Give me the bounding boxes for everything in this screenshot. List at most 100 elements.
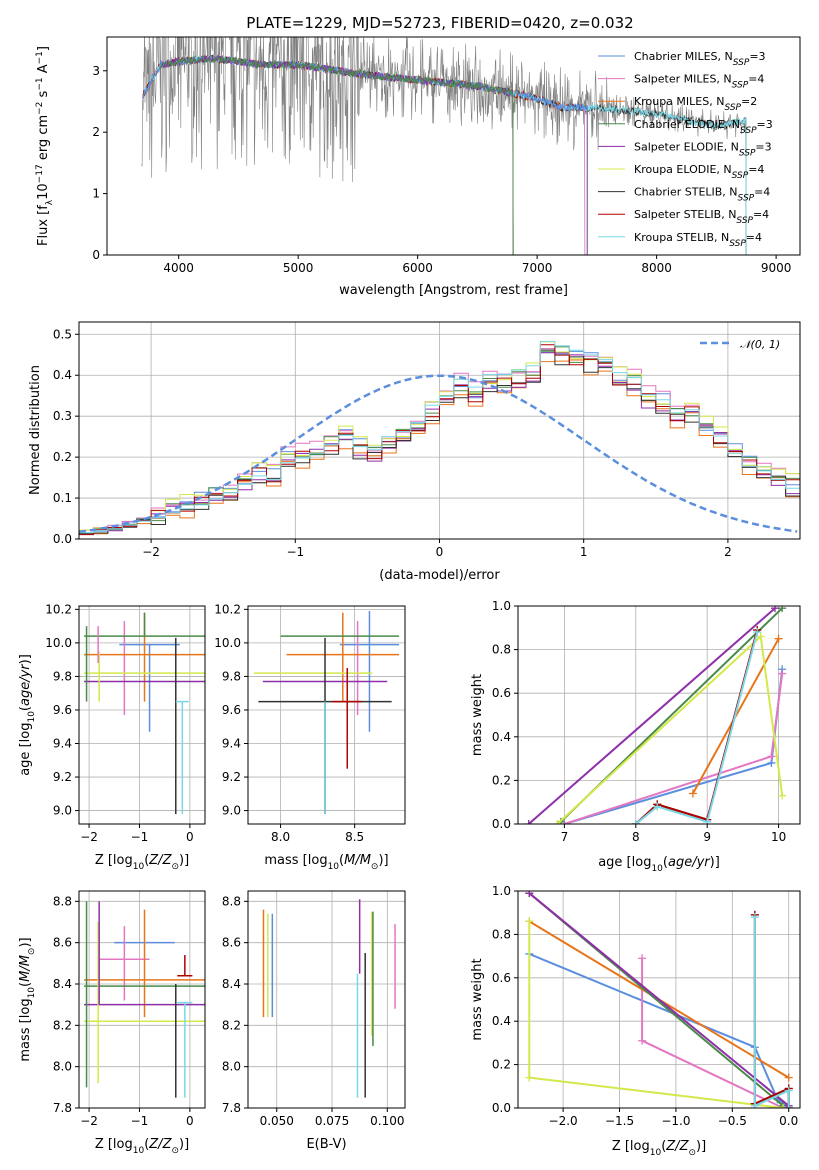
x-tick-label: −0.5 [718, 1114, 747, 1128]
y-tick-label: 0.3 [53, 409, 72, 423]
y-tick-label: 10.2 [45, 602, 72, 616]
histogram-salpeter-elodie [79, 352, 800, 535]
y-tick-label: 10.0 [214, 636, 241, 650]
residual-histogram-panel-plot-area [79, 322, 800, 539]
weight-line-salpeter-elodie [528, 892, 790, 1107]
weight-line-chabrier-miles [528, 952, 790, 1108]
age-vs-Z-panel-plot-area [79, 606, 205, 824]
histogram-kroupa-elodie [79, 341, 800, 531]
y-tick-label: 9.6 [222, 703, 241, 717]
y-tick-label: 0.4 [492, 730, 511, 744]
weight-marker-kroupa-elodie [525, 917, 534, 926]
y-tick-label: 0 [92, 248, 100, 262]
weight-marker-salpeter-miles [638, 954, 647, 963]
y-tick-label: 9.4 [53, 737, 72, 751]
weight-marker-kroupa-stelib [753, 628, 762, 637]
spectrum-panel-plot-area [141, 37, 747, 255]
x-tick-label: 0.075 [315, 1114, 349, 1128]
weight-line-chabrier-stelib [753, 914, 790, 1108]
x-tick-label: 7000 [522, 261, 553, 275]
x-tick-label: 0.0 [779, 1114, 798, 1128]
x-tick-label: −1 [131, 830, 149, 844]
mass-vs-Z-panel-plot-area [79, 891, 205, 1108]
y-tick-label: 8.0 [53, 1060, 72, 1074]
age-vs-mass-panel-x-axis-label: mass [log10(M/M⊙)] [264, 853, 388, 872]
x-tick-label: 0 [186, 830, 194, 844]
weight-marker-salpeter-miles [767, 752, 776, 761]
x-tick-label: 9000 [761, 261, 792, 275]
y-tick-label: 0.6 [492, 971, 511, 985]
y-tick-label: 8.8 [53, 894, 72, 908]
legend-label-salpeter-stelib: Salpeter STELIB, NSSP=4 [634, 208, 769, 226]
y-tick-label: 8.4 [53, 977, 72, 991]
y-tick-label: 8.2 [53, 1018, 72, 1032]
age-vs-mass-panel: 8.0 8.5 9.0 9.2 9.4 9.6 9.8 10.0 10.2 mass [log10… [214, 602, 406, 872]
x-tick-label: −1.5 [605, 1114, 634, 1128]
mass-weight-vs-age-panel-plot-area [518, 606, 800, 824]
y-tick-label: 9.4 [222, 737, 241, 751]
y-tick-label: 9.2 [53, 770, 72, 784]
model-spectrum-kroupa-miles [142, 54, 588, 255]
x-tick-label: 1 [580, 545, 588, 559]
age-vs-Z-panel-frame [78, 605, 206, 825]
y-tick-label: 0.1 [53, 491, 72, 505]
y-tick-label: 0.0 [53, 532, 72, 546]
mass-weight-vs-age-panel: 7 8 9 10 0.0 0.2 0.4 0.6 0.8 1.0 age [log10(age/yr… [470, 599, 801, 874]
spectrum-x-axis-label: wavelength [Angstrom, rest frame] [339, 283, 568, 298]
y-tick-label: 3 [92, 64, 100, 78]
x-tick-label: 2 [724, 545, 732, 559]
age-vs-mass-panel-plot-area [248, 606, 405, 824]
mass-vs-Z-panel-y-axis-label: mass [log10(M/M⊙)] [18, 937, 37, 1061]
weight-marker-kroupa-stelib [703, 817, 712, 824]
x-tick-label: 6000 [402, 261, 433, 275]
y-tick-label: 0.0 [492, 1101, 511, 1115]
y-tick-label: 2 [92, 125, 100, 139]
weight-marker-kroupa-stelib [784, 1104, 793, 1108]
spectrum-panel-frame [106, 36, 801, 256]
figure-title: PLATE=1229, MJD=52723, FIBERID=0420, z=0… [246, 14, 633, 32]
residual-histogram-panel: −2 −1 0 1 2 0.0 0.1 0.2 0.3 0.4 0.5 𝒩(0, 1) (data-mo… [28, 321, 801, 583]
y-tick-label: 10.2 [214, 602, 241, 616]
mass-weight-vs-Z-panel-x-axis-label: Z [log10(Z/Z⊙)] [612, 1139, 706, 1158]
weight-marker-kroupa-elodie [778, 791, 787, 800]
y-tick-label: 9.8 [53, 669, 72, 683]
y-tick-label: 0.0 [492, 817, 511, 831]
y-tick-label: 1.0 [492, 884, 511, 898]
x-tick-label: 0.100 [370, 1114, 404, 1128]
weight-marker-salpeter-miles [638, 1036, 647, 1045]
histogram-chabrier-stelib [79, 349, 800, 534]
weight-marker-kroupa-miles [774, 634, 783, 643]
mass-vs-EBV-panel-x-axis-label: E(B-V) [306, 1137, 346, 1152]
age-vs-Z-panel-y-axis-label: age [log10(age/yr)] [18, 654, 37, 776]
x-tick-label: 0 [436, 545, 444, 559]
normal-distribution-curve [79, 374, 798, 534]
x-tick-label: 8.5 [345, 830, 364, 844]
y-tick-label: 0.4 [492, 1014, 511, 1028]
mass-weight-vs-Z-panel-plot-area [518, 891, 800, 1108]
mass-weight-vs-age-panel-y-axis-label: mass weight [470, 674, 485, 756]
weight-marker-kroupa-miles [784, 1073, 793, 1082]
y-tick-label: 8.8 [222, 894, 241, 908]
y-tick-label: 1 [92, 187, 100, 201]
x-tick-label: −2 [80, 830, 98, 844]
x-tick-label: −1 [131, 1114, 149, 1128]
model-spectrum-chabrier-elodie [160, 55, 514, 255]
weight-line-salpeter-miles [641, 958, 784, 1108]
weight-marker-salpeter-elodie [525, 891, 534, 898]
legend-label-chabrier-stelib: Chabrier STELIB, NSSP=4 [634, 186, 770, 204]
y-tick-label: 0.2 [492, 773, 511, 787]
observed-spectrum [141, 37, 747, 183]
histogram-kroupa-miles [79, 359, 800, 535]
y-tick-label: 7.8 [222, 1101, 241, 1115]
x-tick-label: −2 [80, 1114, 98, 1128]
y-tick-label: 9.6 [53, 703, 72, 717]
y-tick-label: 7.8 [53, 1101, 72, 1115]
y-tick-label: 8.2 [222, 1018, 241, 1032]
weight-marker-kroupa-stelib [750, 1101, 759, 1108]
mass-vs-Z-panel: −2 −1 0 7.8 8.0 8.2 8.4 8.6 8.8 Z [log10(Z/Z⊙)] ma… [18, 890, 206, 1156]
mass-vs-EBV-panel: 0.050 0.075 0.100 7.8 8.0 8.2 8.4 8.6 8.8 E(B-V) [222, 890, 406, 1152]
weight-marker-kroupa-stelib [653, 802, 662, 811]
y-tick-label: 0.8 [492, 643, 511, 657]
legend-label-salpeter-elodie: Salpeter ELODIE, NSSP=3 [634, 140, 772, 158]
y-tick-label: 8.4 [222, 977, 241, 991]
